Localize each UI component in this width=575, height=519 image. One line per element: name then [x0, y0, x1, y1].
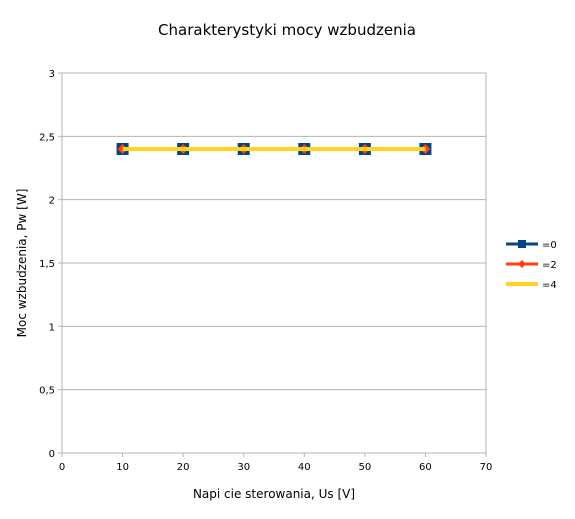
- x-axis-label: Napi cie sterowania, Us [V]: [193, 487, 355, 501]
- legend-label: =4: [542, 280, 557, 291]
- x-tick-label: 0: [59, 462, 65, 473]
- x-tick-label: 60: [419, 462, 432, 473]
- legend-item: =0: [506, 240, 557, 251]
- x-tick-label: 40: [298, 462, 311, 473]
- y-tick-label: 0: [49, 449, 55, 460]
- y-tick-label: 2: [49, 196, 55, 207]
- x-tick-label: 50: [358, 462, 371, 473]
- x-tick-label: 30: [237, 462, 250, 473]
- legend-label: =0: [542, 240, 557, 251]
- y-tick-label: 0,5: [39, 386, 55, 397]
- y-tick-label: 1,5: [39, 259, 55, 270]
- x-tick-label: 20: [177, 462, 190, 473]
- y-tick-label: 2,5: [39, 132, 55, 143]
- legend-label: =2: [542, 260, 557, 271]
- series-layer: [116, 143, 432, 155]
- y-tick-label: 1: [49, 322, 55, 333]
- x-tick-label: 10: [116, 462, 129, 473]
- legend-item: =2: [506, 260, 557, 271]
- legend-marker: [518, 260, 526, 268]
- legend-item: =4: [506, 280, 557, 291]
- y-axis-ticks: 0 0,5 1 1,5 2 2,5 3: [39, 69, 62, 460]
- chart-title: Charakterystyki mocy wzbudzenia: [158, 21, 416, 39]
- legend: =0 =2 =4: [506, 240, 557, 291]
- grid: [62, 135, 486, 391]
- legend-marker: [518, 240, 526, 248]
- y-tick-label: 3: [49, 69, 55, 80]
- y-axis-label: Moc wzbudzenia, Pw [W]: [15, 189, 29, 338]
- x-tick-label: 70: [480, 462, 493, 473]
- x-axis-ticks: 0 10 20 30 40 50 60 70: [59, 453, 493, 473]
